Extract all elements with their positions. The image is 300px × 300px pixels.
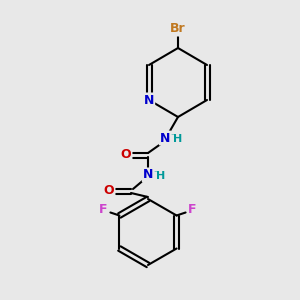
Text: N: N bbox=[144, 94, 154, 106]
Text: O: O bbox=[104, 184, 114, 197]
Text: Br: Br bbox=[170, 22, 186, 35]
Text: H: H bbox=[156, 171, 165, 181]
Text: N: N bbox=[160, 131, 170, 145]
Text: F: F bbox=[99, 203, 108, 216]
Text: F: F bbox=[188, 203, 197, 216]
Text: ⁻: ⁻ bbox=[170, 133, 175, 142]
Text: O: O bbox=[121, 148, 131, 161]
Text: N: N bbox=[143, 169, 153, 182]
Text: ⁻: ⁻ bbox=[153, 169, 158, 178]
Text: H: H bbox=[173, 134, 182, 144]
